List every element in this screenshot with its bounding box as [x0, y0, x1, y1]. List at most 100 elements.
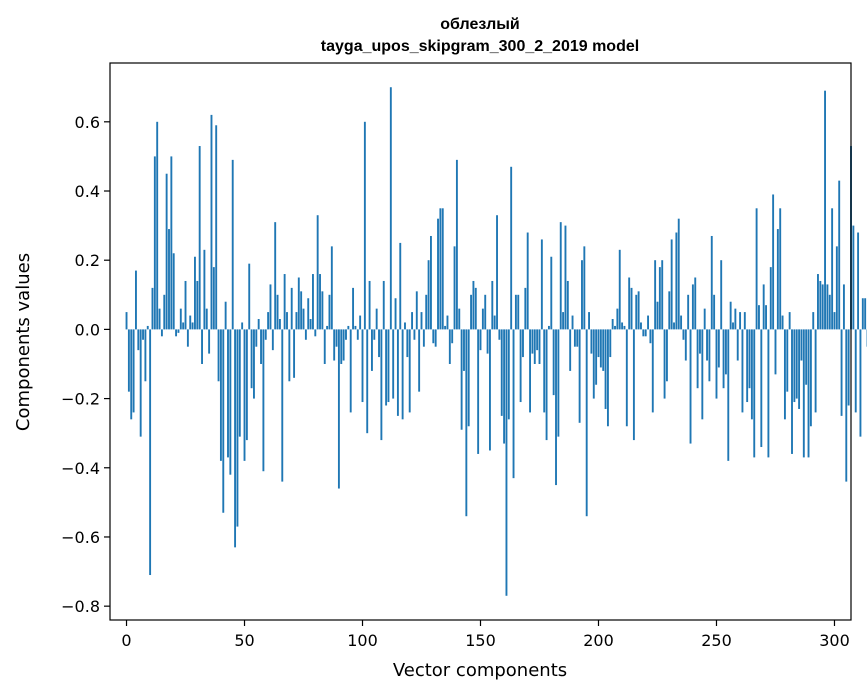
bar: [687, 294, 690, 330]
chart-subtitle: tayga_upos_skipgram_300_2_2019 model: [321, 38, 639, 55]
bar: [767, 329, 770, 458]
bar: [571, 315, 574, 330]
bar: [791, 329, 793, 454]
bar: [684, 329, 687, 361]
bar: [597, 329, 600, 358]
bar: [838, 180, 841, 330]
bar: [649, 329, 652, 344]
bar: [569, 329, 572, 371]
bar: [644, 329, 647, 337]
bar: [802, 329, 805, 458]
bar: [309, 319, 312, 330]
bar: [434, 329, 437, 347]
bar: [371, 329, 373, 371]
bar: [474, 287, 477, 330]
bar: [503, 329, 506, 444]
bar: [739, 312, 742, 330]
bar: [628, 277, 631, 330]
bar: [491, 280, 494, 330]
bar: [793, 329, 796, 403]
bar: [826, 284, 829, 330]
bar: [210, 114, 213, 330]
bar: [451, 329, 454, 344]
bar: [562, 312, 565, 330]
bar: [477, 329, 480, 454]
bar: [529, 329, 531, 413]
bar: [729, 301, 732, 330]
bar: [300, 291, 303, 330]
bar: [831, 208, 834, 330]
bar: [191, 322, 194, 330]
bar: [396, 329, 399, 416]
bar: [175, 329, 178, 337]
bar: [583, 246, 586, 330]
bar: [783, 329, 786, 420]
bar: [514, 294, 517, 330]
bar: [496, 215, 498, 330]
bar: [368, 280, 371, 330]
bar: [278, 319, 281, 330]
bar: [375, 308, 378, 330]
bar: [776, 229, 779, 330]
bar: [809, 329, 812, 427]
bar: [753, 329, 756, 458]
x-axis-ticks: 0 50 100 150 200 250 300: [121, 620, 850, 650]
bar: [727, 329, 730, 461]
bar: [821, 284, 824, 330]
bar: [602, 329, 605, 371]
bar: [359, 315, 362, 330]
bar: [146, 325, 149, 330]
bar: [342, 329, 345, 361]
bar: [153, 156, 156, 330]
bar: [302, 308, 305, 330]
bar: [425, 294, 428, 330]
y-tick-label: 0.6: [75, 113, 100, 132]
bar: [732, 322, 734, 330]
bar: [781, 315, 784, 330]
bar: [297, 277, 300, 330]
x-tick-label: 150: [465, 631, 496, 650]
bar: [540, 239, 543, 330]
bar: [196, 280, 199, 330]
bar: [349, 329, 352, 413]
bar: [347, 325, 350, 330]
bar: [665, 329, 668, 382]
bar: [373, 329, 376, 340]
bar: [547, 325, 550, 330]
bar: [519, 329, 522, 403]
bar: [165, 173, 168, 330]
bar: [640, 322, 642, 330]
bar: [642, 329, 645, 337]
bar: [654, 260, 657, 330]
bar: [253, 329, 255, 399]
x-tick-label: 200: [583, 631, 614, 650]
bar: [283, 274, 286, 330]
bar: [578, 329, 581, 423]
bar: [545, 329, 548, 441]
bar: [621, 322, 624, 330]
bar: [269, 284, 272, 330]
bar: [618, 249, 621, 330]
bar: [805, 329, 808, 385]
bar: [517, 294, 520, 330]
bar: [408, 329, 411, 413]
bar: [651, 329, 654, 413]
bar: [512, 329, 515, 479]
bar: [201, 329, 203, 364]
bar: [814, 329, 817, 413]
bar: [573, 329, 576, 347]
bar: [458, 308, 461, 330]
y-tick-label: 0.2: [75, 251, 100, 270]
bar: [599, 329, 602, 368]
bar: [304, 329, 307, 340]
bar: [413, 329, 416, 340]
bar: [385, 329, 388, 406]
bar: [392, 329, 395, 399]
bar: [465, 329, 468, 517]
bar: [713, 294, 716, 330]
bar: [177, 329, 180, 333]
x-tick-label: 100: [347, 631, 378, 650]
bar: [616, 308, 619, 330]
bar: [708, 329, 711, 382]
bar: [595, 329, 598, 385]
